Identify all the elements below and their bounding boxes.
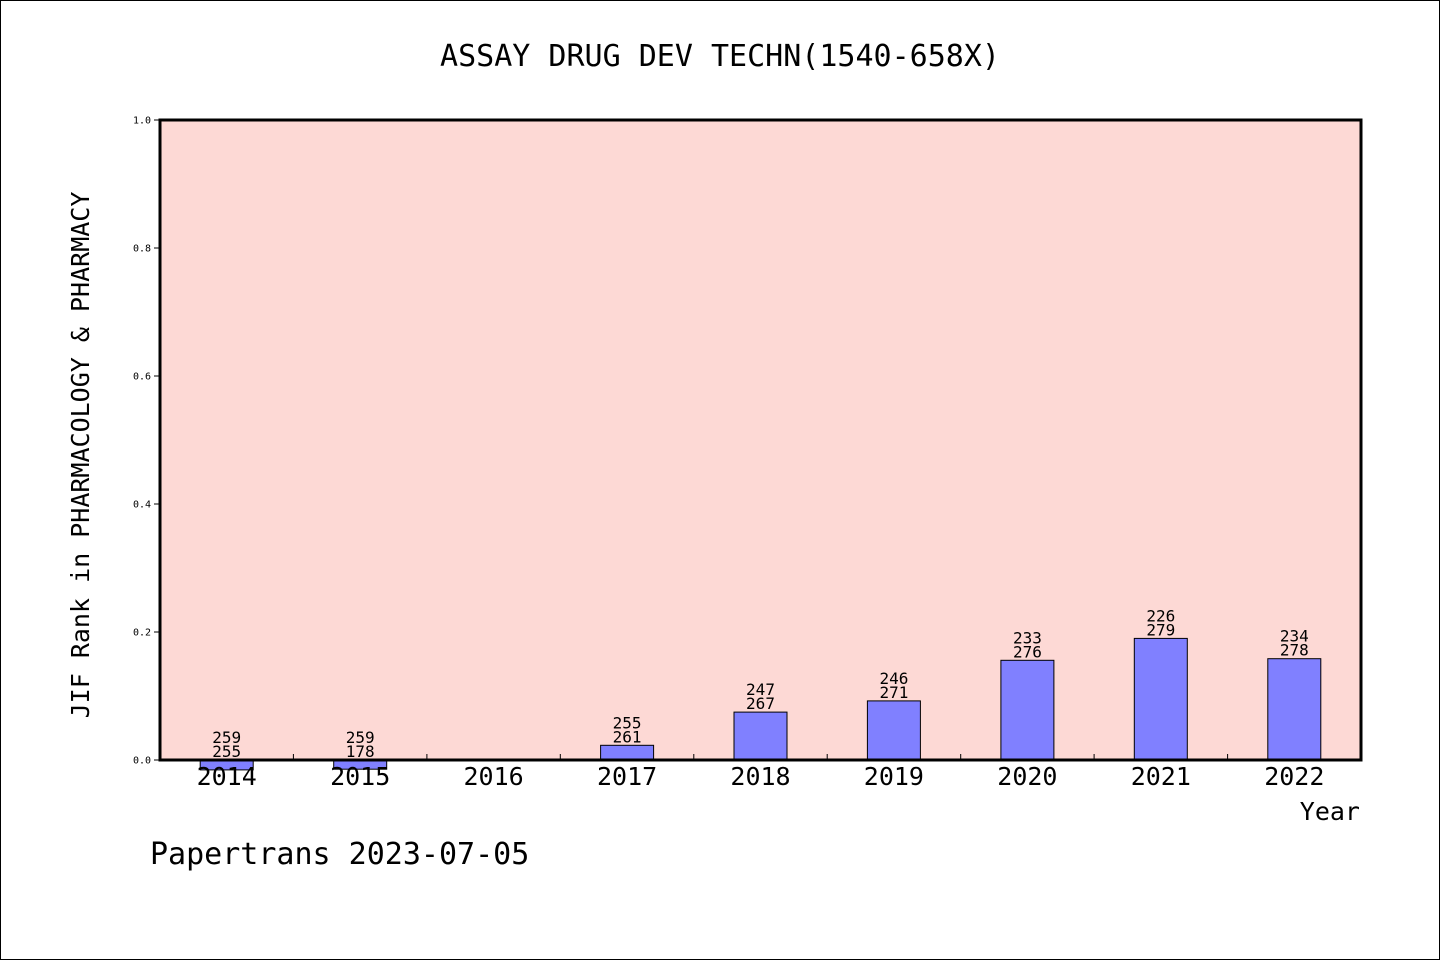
y-tick-label: 0.2 (133, 628, 151, 639)
bar-label-2022-0: 234 (1280, 627, 1309, 646)
bar-label-2015-1: 178 (346, 742, 375, 761)
bar-label-2015-0: 259 (346, 728, 375, 747)
y-tick-label: 0.4 (133, 500, 151, 511)
footer-text: Papertrans 2023-07-05 (150, 837, 529, 872)
y-axis: 0.0 0.2 0.4 0.6 0.8 1.0 (133, 116, 160, 767)
bar-label-2019-0: 246 (879, 669, 908, 688)
bar-label-2014-0: 259 (212, 728, 241, 747)
bar-2019 (866, 700, 921, 761)
bar-label-2018-0: 247 (746, 680, 775, 699)
x-tick-label-2021: 2021 (1131, 762, 1191, 791)
x-tick-label-2014: 2014 (197, 762, 257, 791)
y-tick-label: 0.6 (133, 372, 151, 383)
bar-label-2019-1: 271 (879, 683, 908, 702)
x-tick-label-2019: 2019 (864, 762, 924, 791)
bar-label-2021-0: 226 (1146, 606, 1175, 625)
y-tick-label: 0.0 (133, 756, 151, 767)
bar-2022 (1267, 658, 1322, 761)
x-axis-label: Year (1300, 797, 1360, 826)
x-tick-label-2016: 2016 (463, 762, 523, 791)
bar-label-2020-1: 276 (1013, 642, 1042, 661)
bar-label-2022-1: 278 (1280, 641, 1309, 660)
x-tick-label-2020: 2020 (997, 762, 1057, 791)
y-tick-label: 1.0 (133, 116, 151, 127)
x-tick-label-2018: 2018 (730, 762, 790, 791)
bar-label-2014-1: 255 (212, 742, 241, 761)
x-tick-label-2015: 2015 (330, 762, 390, 791)
bar-2018 (733, 711, 788, 761)
y-axis-label: JIF Rank in PHARMACOLOGY & PHARMACY (66, 192, 95, 719)
x-tick-label-2017: 2017 (597, 762, 657, 791)
bar-label-2018-1: 267 (746, 694, 775, 713)
x-tick-label-2022: 2022 (1264, 762, 1324, 791)
bars-layer (199, 637, 1322, 771)
bar-label-2020-0: 233 (1013, 628, 1042, 647)
plot-border (158, 118, 1363, 762)
y-tick-label: 0.8 (133, 244, 151, 255)
bar-label-2021-1: 279 (1146, 620, 1175, 639)
bar-2021 (1133, 637, 1188, 761)
chart-title: ASSAY DRUG DEV TECHN(1540-658X) (440, 39, 1000, 74)
bar-2020 (1000, 659, 1055, 761)
bar-label-2017-0: 255 (613, 713, 642, 732)
bar-2017 (600, 744, 655, 761)
x-axis: 2014 2015 2016 2017 2018 2019 2020 2021 2022 (197, 754, 1324, 791)
bar-label-2017-1: 261 (613, 727, 642, 746)
